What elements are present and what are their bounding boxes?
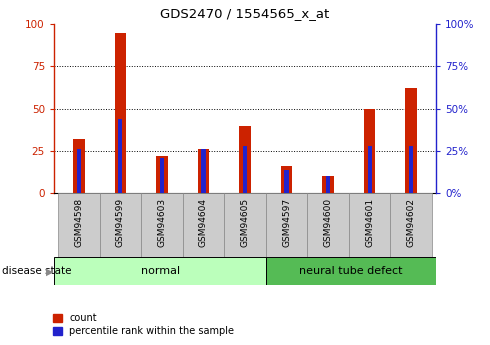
Text: GSM94604: GSM94604 (199, 198, 208, 247)
Text: GSM94601: GSM94601 (365, 198, 374, 247)
Bar (239, 126, 251, 193)
Bar (156, 156, 168, 193)
Bar (266, 257, 436, 285)
Bar (243, 146, 247, 193)
Bar (183, 193, 224, 257)
Text: GSM94599: GSM94599 (116, 198, 125, 247)
Bar (307, 193, 349, 257)
Text: GSM94602: GSM94602 (407, 198, 416, 247)
Text: disease state: disease state (2, 266, 72, 276)
Bar (201, 149, 205, 193)
Text: normal: normal (141, 266, 180, 276)
Title: GDS2470 / 1554565_x_at: GDS2470 / 1554565_x_at (160, 7, 330, 20)
Bar (197, 149, 209, 193)
Bar (349, 193, 391, 257)
Bar (285, 169, 289, 193)
Bar (368, 146, 372, 193)
Bar (391, 193, 432, 257)
Text: GSM94600: GSM94600 (323, 198, 333, 247)
Bar (224, 193, 266, 257)
Legend: count, percentile rank within the sample: count, percentile rank within the sample (49, 309, 238, 340)
Text: ▶: ▶ (46, 267, 53, 277)
Bar (405, 88, 417, 193)
Text: neural tube defect: neural tube defect (299, 266, 403, 276)
Text: GSM94597: GSM94597 (282, 198, 291, 247)
Bar (160, 158, 164, 193)
Bar (141, 193, 183, 257)
Bar (99, 193, 141, 257)
Text: GSM94605: GSM94605 (241, 198, 249, 247)
Bar (326, 176, 330, 193)
Bar (73, 139, 85, 193)
Bar (266, 193, 307, 257)
Bar (54, 257, 266, 285)
Bar (322, 176, 334, 193)
Text: GSM94598: GSM94598 (74, 198, 83, 247)
Bar (58, 193, 99, 257)
Text: GSM94603: GSM94603 (157, 198, 167, 247)
Bar (364, 109, 375, 193)
Bar (281, 166, 293, 193)
Bar (409, 146, 413, 193)
Bar (77, 149, 81, 193)
Bar (115, 33, 126, 193)
Bar (118, 119, 122, 193)
